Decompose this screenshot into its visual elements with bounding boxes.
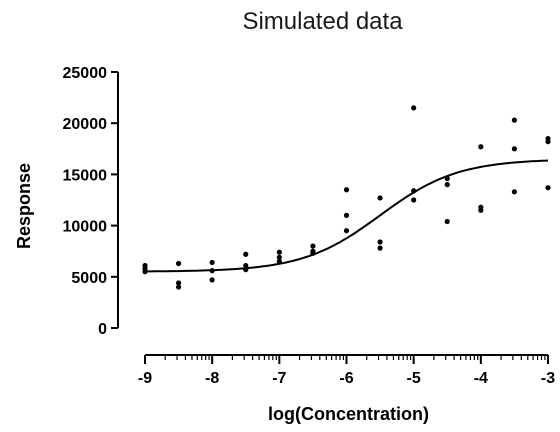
- data-point: [142, 269, 148, 275]
- data-point: [209, 277, 215, 283]
- y-tick-label: 15000: [63, 167, 108, 184]
- data-point: [343, 212, 350, 218]
- data-point: [343, 228, 350, 234]
- y-axis-title: Response: [14, 163, 34, 249]
- y-tick-label: 25000: [63, 65, 108, 82]
- data-point: [511, 117, 518, 123]
- x-tick-label: -8: [205, 370, 219, 387]
- data-point: [411, 197, 417, 203]
- y-tick-label: 0: [98, 321, 107, 338]
- data-point: [545, 139, 551, 145]
- data-point: [175, 284, 182, 290]
- x-tick-label: -9: [138, 370, 152, 387]
- chart-title: Simulated data: [242, 8, 403, 35]
- data-point: [411, 188, 417, 194]
- data-point: [276, 254, 282, 260]
- data-point: [310, 243, 316, 249]
- x-tick-label: -4: [474, 370, 488, 387]
- data-point: [377, 195, 383, 201]
- data-point: [444, 182, 450, 188]
- y-tick-label: 20000: [63, 116, 108, 133]
- data-point: [175, 260, 182, 267]
- data-point: [310, 250, 316, 256]
- data-point: [276, 258, 282, 265]
- x-tick-label: -7: [272, 370, 286, 387]
- data-point: [444, 175, 450, 182]
- data-point: [478, 207, 484, 213]
- data-point: [243, 262, 249, 269]
- data-point: [511, 146, 518, 152]
- x-tick-label: -5: [407, 370, 421, 387]
- x-axis-title: log(Concentration): [268, 404, 429, 424]
- data-point: [377, 245, 383, 251]
- x-tick-label: -3: [541, 370, 555, 387]
- y-tick-label: 5000: [71, 270, 107, 287]
- data-point: [209, 259, 215, 266]
- data-point: [243, 251, 249, 257]
- x-tick-label: -6: [339, 370, 353, 387]
- data-point: [175, 280, 182, 286]
- data-point: [276, 249, 282, 255]
- data-point: [545, 185, 551, 191]
- data-point: [511, 189, 518, 195]
- data-point: [243, 267, 249, 273]
- data-point: [478, 144, 484, 150]
- data-point: [343, 187, 350, 193]
- data-point: [444, 218, 450, 225]
- y-tick-label: 10000: [63, 219, 108, 236]
- data-point: [411, 105, 417, 111]
- data-point: [209, 268, 215, 274]
- data-point: [377, 239, 383, 245]
